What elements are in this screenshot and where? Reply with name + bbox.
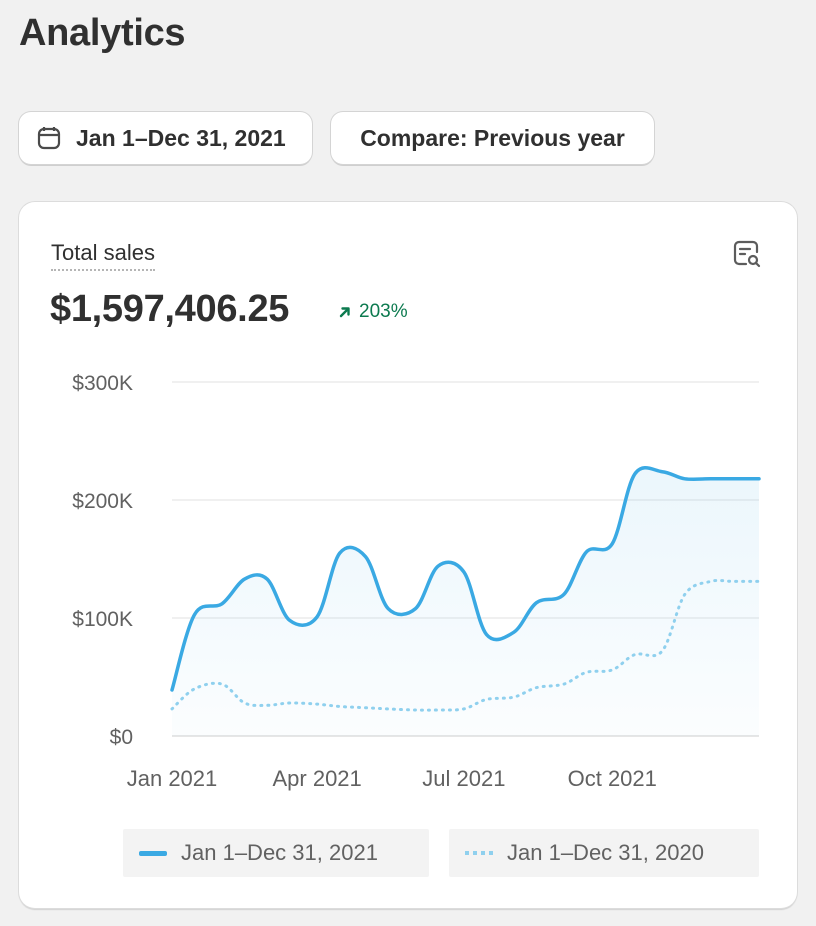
- legend-solid-swatch: [139, 850, 167, 856]
- arrow-up-right-icon: [337, 304, 353, 320]
- y-tick-label: $100K: [72, 608, 133, 631]
- delta-value: 203%: [359, 301, 408, 322]
- x-tick-label: Jan 2021: [127, 766, 218, 791]
- data-explore-icon[interactable]: [731, 238, 763, 270]
- date-range-button[interactable]: Jan 1–Dec 31, 2021: [19, 112, 312, 164]
- compare-button[interactable]: Compare: Previous year: [331, 112, 654, 164]
- legend-previous-period[interactable]: Jan 1–Dec 31, 2020: [449, 829, 759, 877]
- x-tick-label: Oct 2021: [568, 766, 657, 791]
- page-title: Analytics: [19, 12, 186, 54]
- x-tick-label: Jul 2021: [422, 766, 505, 791]
- x-tick-label: Apr 2021: [272, 766, 361, 791]
- calendar-icon: [36, 125, 62, 151]
- metric-label[interactable]: Total sales: [51, 240, 155, 271]
- y-tick-label: $200K: [72, 490, 133, 513]
- legend-dotted-swatch: [465, 851, 493, 855]
- series-current-line: [170, 466, 761, 692]
- legend-current-period[interactable]: Jan 1–Dec 31, 2021: [123, 829, 429, 877]
- series-current-area: [172, 467, 759, 736]
- delta-badge: 203%: [337, 301, 408, 323]
- legend-previous-label: Jan 1–Dec 31, 2020: [507, 840, 704, 865]
- total-sales-card: Total sales $1,597,406.25 203% $300K $200…: [19, 202, 797, 908]
- y-tick-label: $0: [110, 726, 133, 749]
- sales-chart: $300K $200K $100K $0 Jan 2021 Apr 2021 Jul 202…: [72, 372, 761, 791]
- series-previous-line: [170, 578, 761, 712]
- date-range-label: Jan 1–Dec 31, 2021: [76, 124, 286, 151]
- y-tick-label: $300K: [72, 372, 133, 395]
- compare-label: Compare: Previous year: [360, 124, 625, 151]
- metric-value: $1,597,406.25: [50, 288, 290, 330]
- legend-current-label: Jan 1–Dec 31, 2021: [181, 840, 378, 865]
